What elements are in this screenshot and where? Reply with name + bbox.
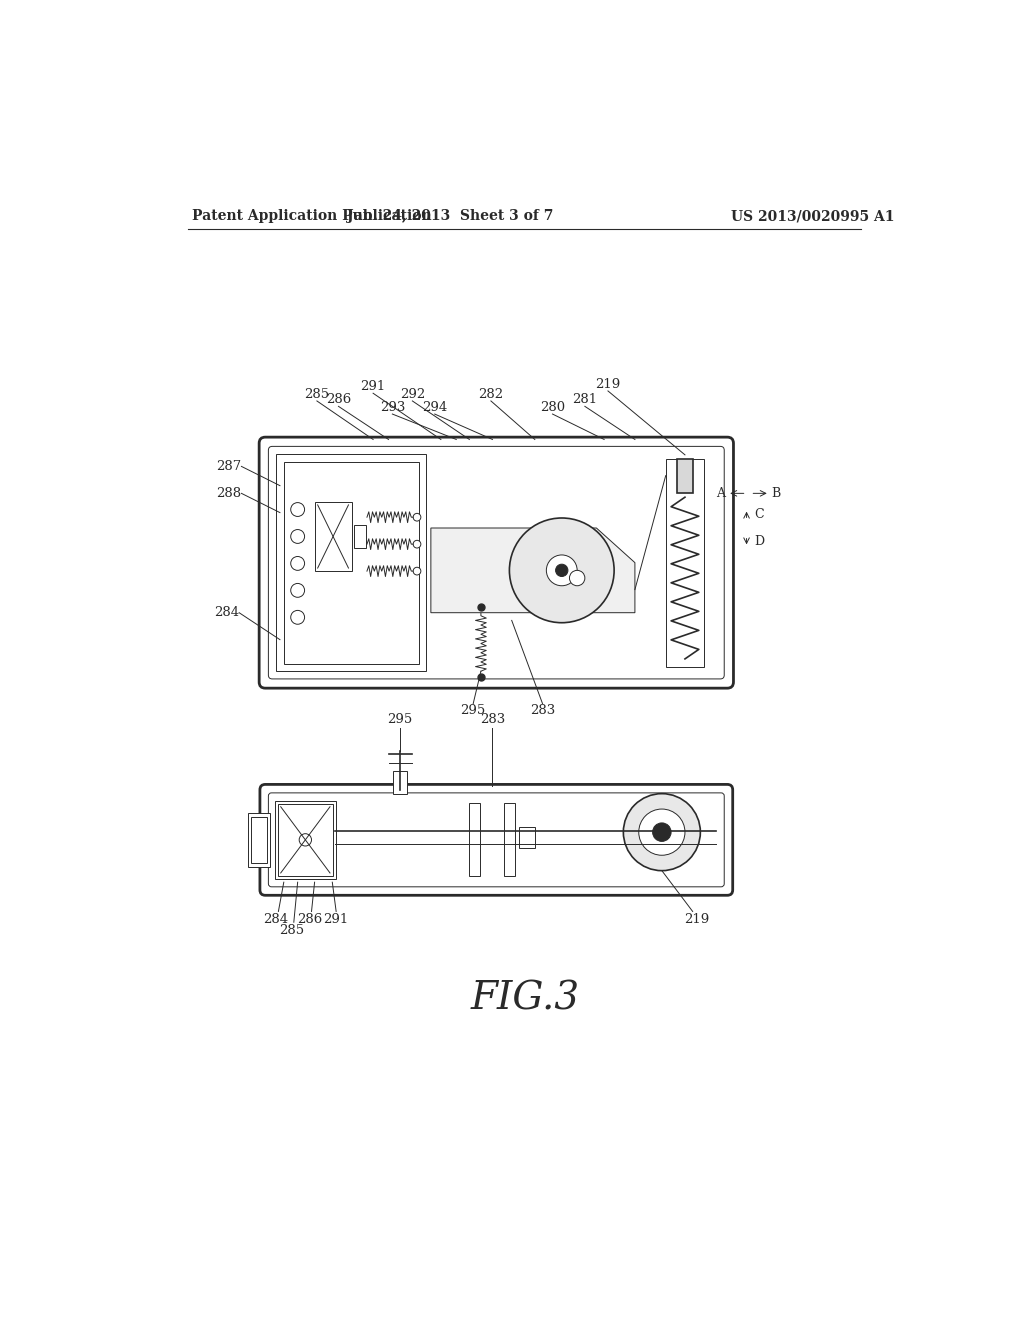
Text: 280: 280 xyxy=(540,401,565,414)
Bar xyxy=(677,459,692,494)
Circle shape xyxy=(291,503,304,516)
Bar xyxy=(252,817,267,863)
Text: 288: 288 xyxy=(216,487,242,500)
Text: 219: 219 xyxy=(684,913,710,927)
Text: FIG.3: FIG.3 xyxy=(470,981,580,1018)
Circle shape xyxy=(547,554,578,586)
Text: 281: 281 xyxy=(572,393,597,407)
Text: Jan. 24, 2013  Sheet 3 of 7: Jan. 24, 2013 Sheet 3 of 7 xyxy=(347,209,553,223)
Text: 291: 291 xyxy=(360,380,386,393)
Text: 283: 283 xyxy=(480,713,505,726)
Text: 286: 286 xyxy=(326,393,351,407)
Bar xyxy=(519,826,535,847)
Text: US 2013/0020995 A1: US 2013/0020995 A1 xyxy=(731,209,895,223)
Bar xyxy=(249,813,270,867)
Text: 293: 293 xyxy=(380,401,406,414)
Circle shape xyxy=(413,513,421,521)
FancyBboxPatch shape xyxy=(259,437,733,688)
Text: 287: 287 xyxy=(216,459,242,473)
Text: 286: 286 xyxy=(297,913,323,927)
Polygon shape xyxy=(431,528,635,612)
Bar xyxy=(276,454,426,671)
Text: 282: 282 xyxy=(478,388,504,401)
Text: C: C xyxy=(755,508,764,520)
Bar xyxy=(284,462,419,664)
Text: 219: 219 xyxy=(595,378,621,391)
Circle shape xyxy=(291,610,304,624)
Text: 284: 284 xyxy=(263,913,289,927)
Text: 292: 292 xyxy=(399,388,425,401)
Text: 283: 283 xyxy=(529,704,555,717)
Bar xyxy=(666,459,705,667)
Text: B: B xyxy=(771,487,780,500)
Circle shape xyxy=(624,793,700,871)
Bar xyxy=(314,502,351,572)
Bar xyxy=(393,771,407,793)
Circle shape xyxy=(639,809,685,855)
Bar xyxy=(469,803,480,876)
Text: Patent Application Publication: Patent Application Publication xyxy=(193,209,432,223)
Circle shape xyxy=(413,540,421,548)
Text: 294: 294 xyxy=(422,401,447,414)
Circle shape xyxy=(652,822,671,841)
Circle shape xyxy=(509,517,614,623)
Text: 285: 285 xyxy=(279,924,304,937)
Bar xyxy=(354,525,367,548)
Circle shape xyxy=(569,570,585,586)
Circle shape xyxy=(291,529,304,544)
Bar xyxy=(274,800,336,879)
Text: A: A xyxy=(716,487,725,500)
Bar xyxy=(504,803,515,876)
Circle shape xyxy=(291,557,304,570)
Circle shape xyxy=(556,564,568,577)
Text: 284: 284 xyxy=(214,606,240,619)
Bar xyxy=(278,804,333,876)
Text: 295: 295 xyxy=(461,704,485,717)
Text: D: D xyxy=(755,535,764,548)
Circle shape xyxy=(291,583,304,597)
Text: 295: 295 xyxy=(387,713,413,726)
Text: 285: 285 xyxy=(304,388,330,401)
Circle shape xyxy=(299,834,311,846)
Text: 291: 291 xyxy=(324,913,349,927)
FancyBboxPatch shape xyxy=(260,784,733,895)
Circle shape xyxy=(413,568,421,576)
